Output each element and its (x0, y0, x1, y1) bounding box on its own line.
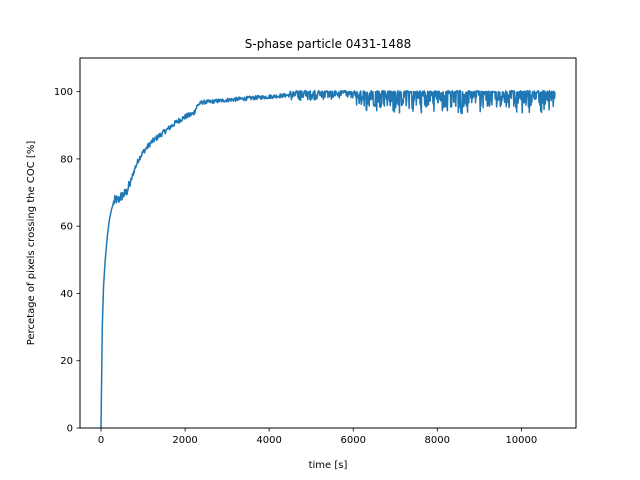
y-tick-label: 60 (60, 222, 73, 233)
x-tick-label: 6000 (340, 435, 365, 446)
x-tick-label: 8000 (425, 435, 450, 446)
chart-title: S-phase particle 0431-1488 (245, 37, 411, 51)
y-tick-label: 20 (60, 356, 73, 367)
x-tick-label: 4000 (256, 435, 281, 446)
x-tick-label: 2000 (172, 435, 197, 446)
y-tick-label: 0 (67, 424, 73, 435)
plot-background (80, 58, 576, 428)
y-axis-label: Percetage of pixels crossing the COC [%] (26, 141, 37, 346)
y-tick-label: 80 (60, 154, 73, 165)
plot-area (79, 57, 577, 429)
y-axis: 0 20 40 60 80 100 (54, 87, 80, 435)
x-axis-label: time [s] (309, 460, 348, 471)
y-tick-label: 40 (60, 289, 73, 300)
data-layer (100, 89, 556, 429)
x-tick-label: 0 (98, 435, 104, 446)
x-axis: 0 2000 4000 6000 8000 10000 (98, 428, 537, 446)
plot-frame (79, 57, 577, 429)
series-line (100, 89, 556, 429)
y-tick-label: 100 (54, 87, 73, 98)
x-tick-label: 10000 (505, 435, 537, 446)
